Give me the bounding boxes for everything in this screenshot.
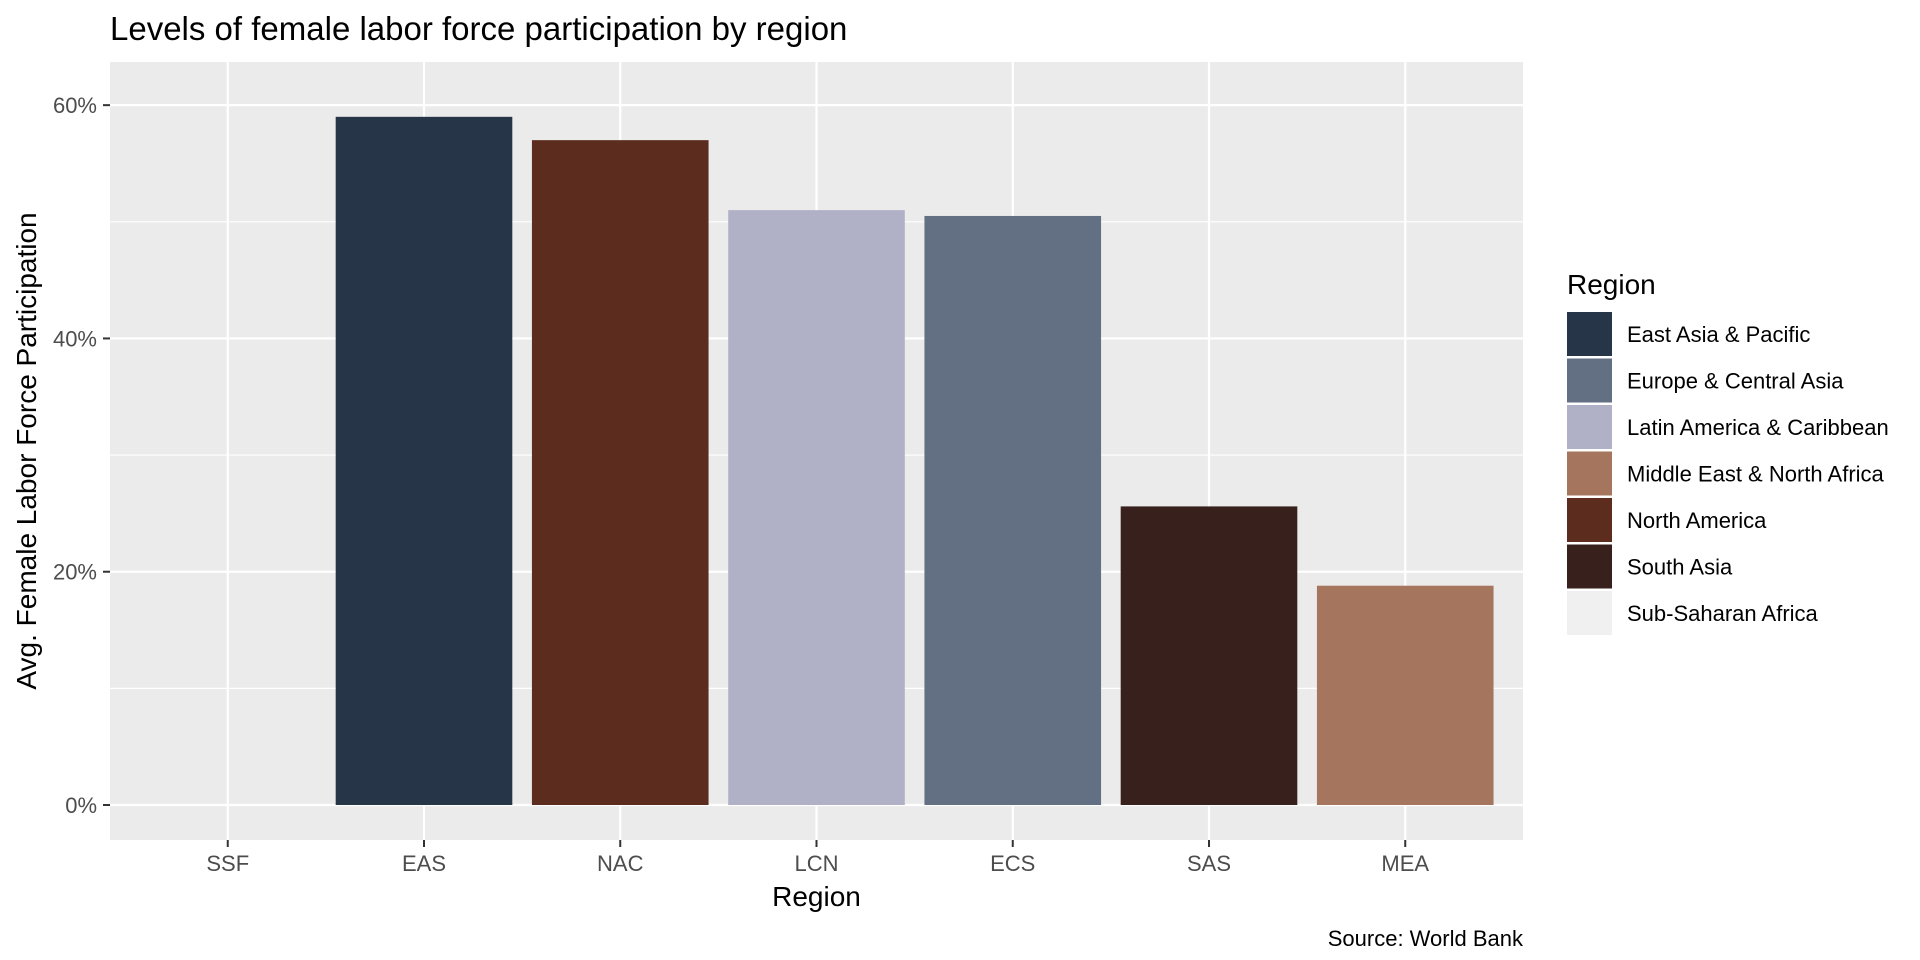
legend-label: Middle East & North Africa	[1627, 462, 1885, 487]
source-caption: Source: World Bank	[1328, 926, 1524, 951]
legend-label: Europe & Central Asia	[1627, 369, 1844, 394]
legend-label: Latin America & Caribbean	[1627, 415, 1889, 440]
legend-key-middle-east-north-africa	[1567, 451, 1612, 496]
x-axis-title: Region	[772, 881, 861, 912]
bar-sas	[1120, 506, 1298, 806]
x-axis: SSF EAS NAC LCN ECS SAS MEA	[206, 840, 1429, 876]
bars	[335, 116, 1494, 806]
legend-label: North America	[1627, 508, 1767, 533]
bar-nac	[531, 140, 709, 806]
legend-key-south-asia	[1567, 544, 1612, 589]
legend-key-europe-central-asia	[1567, 358, 1612, 403]
bar-mea	[1316, 585, 1494, 806]
legend-title: Region	[1567, 269, 1656, 300]
chart-title: Levels of female labor force participati…	[110, 10, 847, 47]
legend-label: Sub-Saharan Africa	[1627, 601, 1819, 626]
x-tick-label: LCN	[794, 851, 838, 876]
y-tick-label: 60%	[53, 93, 97, 118]
legend-key-north-america	[1567, 498, 1612, 542]
x-tick-label: SAS	[1187, 851, 1231, 876]
x-tick-label: EAS	[402, 851, 446, 876]
legend-label: East Asia & Pacific	[1627, 322, 1810, 347]
y-tick-label: 40%	[53, 326, 97, 351]
bar-ecs	[924, 215, 1102, 806]
y-axis-title: Avg. Female Labor Force Participation	[11, 212, 42, 689]
x-tick-label: MEA	[1381, 851, 1429, 876]
legend-label: South Asia	[1627, 555, 1733, 580]
legend: Region East Asia & Pacific Europe & Centr…	[1567, 269, 1889, 635]
y-tick-label: 20%	[53, 560, 97, 585]
x-tick-label: SSF	[206, 851, 249, 876]
x-tick-label: NAC	[597, 851, 644, 876]
legend-key-latin-america-caribbean	[1567, 405, 1612, 449]
x-tick-label: ECS	[990, 851, 1035, 876]
y-tick-label: 0%	[65, 793, 97, 818]
bar-eas	[335, 116, 513, 806]
legend-key-sub-saharan-africa	[1567, 591, 1612, 635]
bar-lcn	[728, 210, 905, 806]
y-axis: 0% 20% 40% 60%	[53, 93, 110, 818]
legend-key-east-asia-pacific	[1567, 312, 1612, 356]
